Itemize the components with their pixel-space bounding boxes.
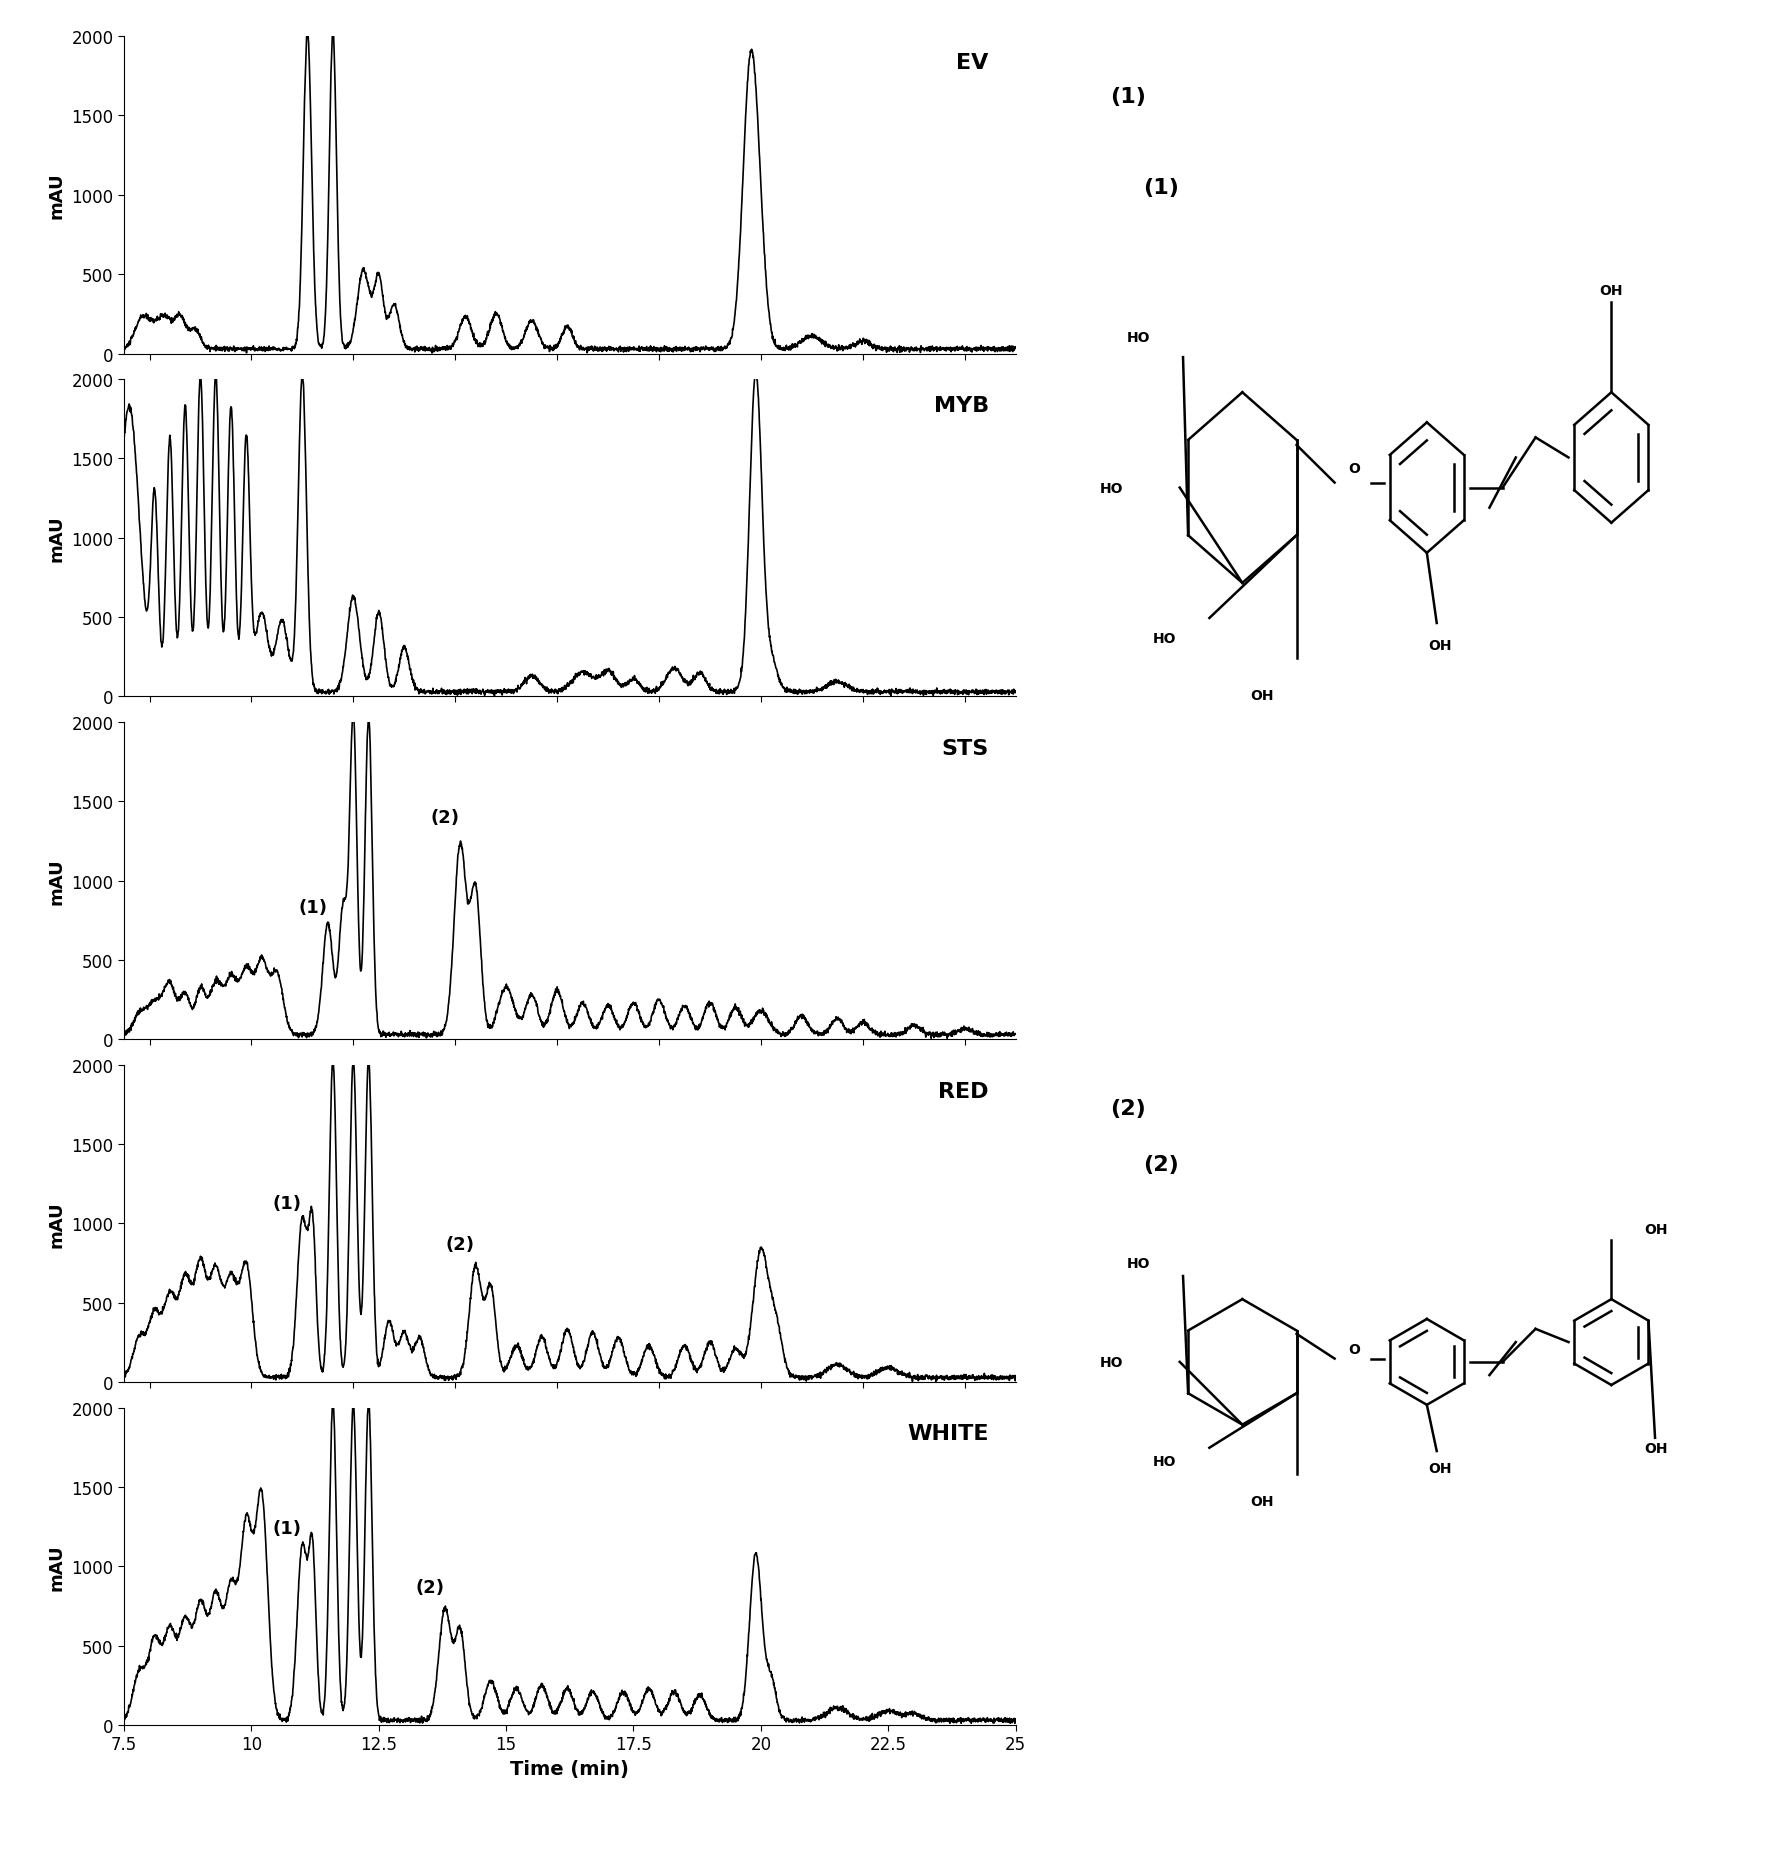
Text: HO: HO — [1100, 480, 1123, 495]
Text: (2): (2) — [447, 1235, 475, 1254]
Text: OH: OH — [1251, 1493, 1274, 1508]
Text: OH: OH — [1644, 1222, 1667, 1237]
Text: MYB: MYB — [934, 395, 989, 416]
Text: OH: OH — [1428, 1462, 1451, 1475]
Text: (1): (1) — [1111, 87, 1146, 108]
Text: O: O — [1348, 1341, 1361, 1356]
Text: OH: OH — [1644, 1441, 1667, 1456]
Text: (2): (2) — [1111, 1098, 1146, 1119]
Text: OH: OH — [1600, 284, 1623, 299]
Text: (2): (2) — [1143, 1154, 1178, 1174]
Text: (1): (1) — [273, 1519, 301, 1538]
Text: OH: OH — [1251, 688, 1274, 703]
Text: EV: EV — [957, 54, 989, 72]
Text: RED: RED — [939, 1081, 989, 1102]
Text: WHITE: WHITE — [907, 1423, 989, 1443]
Y-axis label: mAU: mAU — [48, 857, 66, 905]
X-axis label: Time (min): Time (min) — [510, 1759, 629, 1779]
Text: HO: HO — [1127, 1256, 1150, 1271]
Y-axis label: mAU: mAU — [48, 173, 66, 219]
Text: STS: STS — [941, 738, 989, 759]
Y-axis label: mAU: mAU — [48, 516, 66, 562]
Text: (1): (1) — [1143, 178, 1180, 197]
Text: (1): (1) — [273, 1195, 301, 1211]
Text: HO: HO — [1127, 330, 1150, 345]
Text: OH: OH — [1428, 638, 1451, 653]
Text: (1): (1) — [298, 900, 328, 916]
Text: HO: HO — [1100, 1356, 1123, 1369]
Text: (2): (2) — [415, 1579, 445, 1595]
Y-axis label: mAU: mAU — [48, 1543, 66, 1590]
Text: O: O — [1348, 462, 1361, 475]
Y-axis label: mAU: mAU — [48, 1200, 66, 1247]
Text: (2): (2) — [431, 809, 459, 827]
Text: HO: HO — [1154, 1454, 1177, 1467]
Text: HO: HO — [1154, 633, 1177, 646]
